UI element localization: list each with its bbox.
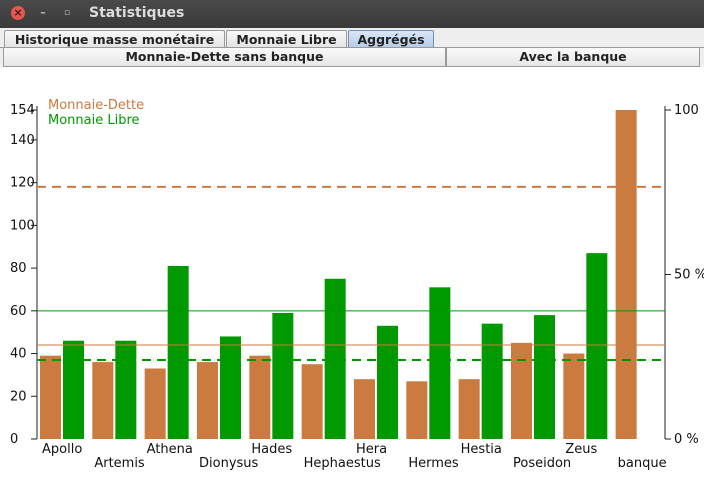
category-label: Zeus [565, 442, 597, 457]
main-tabbar: Historique masse monétaire Monnaie Libre… [0, 28, 704, 48]
tab-historique[interactable]: Historique masse monétaire [4, 30, 225, 47]
bar-monnaie-dette [354, 379, 375, 439]
window-title: Statistiques [89, 5, 185, 21]
left-tick-label: 120 [10, 176, 35, 191]
close-icon[interactable]: × [11, 6, 25, 20]
bar-monnaie-libre [377, 325, 398, 439]
maximize-icon[interactable]: ▫ [63, 8, 71, 18]
category-label: Hermes [408, 456, 459, 471]
category-label: Hephaestus [304, 456, 381, 471]
category-label: Hera [356, 442, 387, 457]
left-tick-label: 60 [10, 304, 27, 319]
left-tick-label: 80 [10, 261, 27, 276]
subtab-avec-banque[interactable]: Avec la banque [446, 48, 700, 67]
category-label: Dionysus [199, 456, 259, 471]
category-label: Athena [147, 442, 193, 457]
bar-monnaie-dette [301, 364, 323, 439]
bar-monnaie-libre [324, 278, 346, 439]
sub-tabbar: Monnaie-Dette sans banque Avec la banque [0, 47, 704, 68]
category-label: Hades [251, 442, 292, 457]
subtab-sans-banque[interactable]: Monnaie-Dette sans banque [3, 48, 446, 67]
left-tick-label: 154 [10, 103, 35, 118]
bar-monnaie-libre [167, 265, 189, 439]
bar-monnaie-dette [144, 368, 166, 439]
bar-monnaie-libre [481, 323, 503, 439]
bar-monnaie-dette [406, 381, 428, 439]
bar-monnaie-libre [63, 340, 84, 439]
right-tick-label: 50 % [674, 268, 704, 283]
legend-entry: Monnaie Libre [48, 113, 140, 128]
bar-monnaie-libre [272, 312, 294, 439]
bar-chart: 0 20 40 60 80 100 120 140 154 0 % 50 % 100 Apollo Art… [10, 98, 704, 471]
window-titlebar[interactable]: × – ▫ Statistiques [0, 0, 704, 28]
bar-monnaie-libre [429, 287, 451, 439]
left-tick-label: 0 [10, 432, 18, 447]
bar-monnaie-dette [40, 355, 61, 439]
bar-monnaie-libre [586, 253, 608, 439]
bar-monnaie-libre [115, 340, 137, 439]
right-tick-label: 100 [674, 103, 699, 118]
category-label: Poseidon [513, 456, 571, 471]
category-label: Artemis [94, 456, 145, 471]
bar-monnaie-dette [511, 342, 532, 439]
left-tick-label: 100 [10, 218, 35, 233]
bar-monnaie-dette [615, 110, 637, 439]
bar-monnaie-dette [92, 362, 114, 439]
left-tick-label: 40 [10, 347, 27, 362]
bar-monnaie-libre [220, 336, 241, 439]
bar-monnaie-dette [563, 353, 585, 439]
left-tick-label: 20 [10, 389, 27, 404]
category-label: Apollo [42, 442, 82, 457]
category-label: Hestia [461, 442, 502, 457]
chart-panel: 0 20 40 60 80 100 120 140 154 0 % 50 % 100 Apollo Art… [0, 67, 704, 481]
minimize-icon[interactable]: – [40, 6, 46, 19]
bar-monnaie-dette [458, 379, 480, 439]
bar-monnaie-libre [534, 315, 555, 439]
legend-entry: Monnaie-Dette [48, 98, 144, 113]
category-label: banque [618, 456, 667, 471]
right-tick-label: 0 % [674, 432, 699, 447]
tab-aggreges[interactable]: Aggrégés [348, 30, 434, 47]
left-tick-label: 140 [10, 133, 35, 148]
bar-monnaie-dette [197, 362, 218, 439]
tab-monnaie-libre[interactable]: Monnaie Libre [226, 30, 347, 47]
bar-monnaie-dette [249, 355, 271, 439]
